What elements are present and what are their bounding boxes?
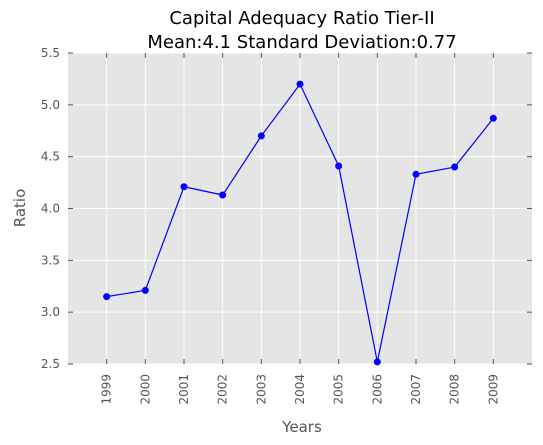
chart-title: Capital Adequacy Ratio Tier-II (169, 8, 434, 29)
data-point (180, 183, 188, 191)
x-tick-label: 2002 (216, 374, 230, 405)
x-tick-label: 2009 (486, 374, 500, 405)
y-tick-label: 2.5 (41, 357, 60, 371)
data-point (335, 162, 343, 170)
y-axis-label: Ratio (11, 189, 29, 228)
x-axis: 1999 2000 2001 2002 2003 2004 2005 2006 2007 2008… (100, 53, 500, 405)
y-tick-label: 3.5 (41, 253, 60, 267)
y-tick-label: 4.5 (41, 150, 60, 164)
grid (68, 52, 532, 365)
data-point (296, 80, 304, 88)
y-tick-label: 5.5 (41, 46, 60, 60)
data-point (103, 293, 111, 301)
data-point (489, 114, 497, 122)
y-tick-label: 4.0 (41, 202, 60, 216)
y-tick-label: 5.0 (41, 98, 60, 112)
x-tick-label: 2001 (177, 374, 191, 405)
x-tick-label: 2004 (293, 374, 307, 405)
y-axis: 2.5 3.0 3.5 4.0 4.5 5.0 5.5 (41, 46, 532, 371)
x-axis-label: Years (281, 418, 322, 436)
x-tick-label: 2006 (370, 374, 384, 405)
data-point (451, 163, 459, 171)
y-tick-label: 3.0 (41, 305, 60, 319)
data-point (141, 286, 149, 294)
x-tick-label: 2007 (409, 374, 423, 405)
series (103, 80, 497, 366)
data-point (219, 191, 227, 199)
x-tick-label: 2003 (254, 374, 268, 405)
x-tick-label: 2008 (448, 374, 462, 405)
data-point (373, 358, 381, 366)
x-tick-label: 2000 (138, 374, 152, 405)
data-point (257, 132, 265, 140)
data-point (412, 170, 420, 178)
chart-subtitle: Mean:4.1 Standard Deviation:0.77 (147, 32, 456, 53)
x-tick-label: 2005 (332, 374, 346, 405)
x-tick-label: 1999 (100, 374, 114, 405)
